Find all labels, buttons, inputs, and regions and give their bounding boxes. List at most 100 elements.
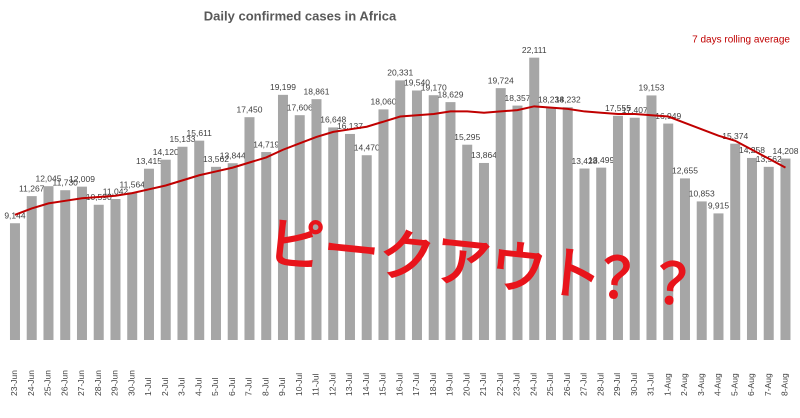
bar <box>596 167 607 340</box>
bar <box>411 90 422 340</box>
x-tick-label: 31-Jul <box>646 373 656 396</box>
bar <box>545 107 556 340</box>
bar <box>43 186 54 340</box>
bar <box>378 109 389 340</box>
data-label: 12,009 <box>69 174 95 184</box>
x-tick-label: 26-Jun <box>59 370 69 396</box>
data-label: 22,111 <box>522 45 547 55</box>
x-tick-label: 5-Jul <box>210 377 220 396</box>
bar <box>177 146 188 340</box>
bar <box>127 192 138 340</box>
x-tick-label: 15-Jul <box>378 373 388 396</box>
x-tick-label: 24-Jun <box>26 370 36 396</box>
bar <box>160 159 171 340</box>
x-tick-label: 17-Jul <box>411 373 421 396</box>
data-label: 11,730 <box>53 177 79 187</box>
data-label: 17,606 <box>287 102 313 112</box>
x-tick-label: 8-Aug <box>780 373 790 396</box>
x-tick-label: 26-Jul <box>562 373 572 396</box>
data-label: 15,133 <box>169 134 195 144</box>
x-tick-label: 30-Jul <box>629 373 639 396</box>
x-tick-label: 28-Jun <box>93 370 103 396</box>
x-tick-label: 23-Jul <box>512 373 522 396</box>
chart-title: Daily confirmed cases in Africa <box>204 8 397 23</box>
x-tick-label: 23-Jun <box>9 370 19 396</box>
data-label: 13,428 <box>571 156 597 166</box>
bar <box>194 140 205 340</box>
bar <box>562 107 573 341</box>
data-label: 18,629 <box>437 89 463 99</box>
data-label: 19,540 <box>404 78 430 88</box>
bar <box>311 99 322 340</box>
data-label: 12,655 <box>672 166 698 176</box>
x-tick-label: 3-Aug <box>696 373 706 396</box>
x-tick-label: 6-Jul <box>227 377 237 396</box>
bar <box>361 155 372 340</box>
bar <box>277 94 288 340</box>
x-tick-label: 13-Jul <box>344 373 354 396</box>
x-tick-label: 6-Aug <box>746 373 756 396</box>
bar <box>93 204 104 340</box>
bar <box>428 95 439 341</box>
x-tick-label: 29-Jun <box>110 370 120 396</box>
data-label: 17,555 <box>605 103 631 113</box>
x-tick-label: 4-Aug <box>713 373 723 396</box>
data-label: 17,407 <box>622 105 648 115</box>
x-tick-label: 21-Jul <box>478 373 488 396</box>
bar <box>328 127 339 340</box>
bar <box>512 105 523 340</box>
bar <box>210 166 221 340</box>
bar <box>227 163 238 340</box>
data-label: 18,232 <box>555 94 581 104</box>
data-label: 18,060 <box>370 97 396 107</box>
bar <box>646 95 657 340</box>
data-label: 18,234 <box>538 94 564 104</box>
rolling-average-line <box>14 105 786 216</box>
x-tick-label: 12-Jul <box>327 373 337 396</box>
x-tick-label: 27-Jun <box>76 370 86 396</box>
data-label: 15,295 <box>454 132 480 142</box>
bar <box>713 213 724 340</box>
bar <box>395 80 406 341</box>
data-label: 18,357 <box>504 93 530 103</box>
x-tick-label: 20-Jul <box>461 373 471 396</box>
x-tick-label: 29-Jul <box>612 373 622 396</box>
data-label: 16,137 <box>337 121 363 131</box>
bar <box>478 162 489 340</box>
x-tick-label: 7-Aug <box>763 373 773 396</box>
bar <box>730 143 741 340</box>
data-label: 13,499 <box>588 155 614 165</box>
bar <box>679 178 690 340</box>
bar <box>612 115 623 340</box>
x-tick-label: 10-Jul <box>294 373 304 396</box>
data-label: 13,562 <box>203 154 229 164</box>
x-tick-label: 5-Aug <box>729 373 739 396</box>
data-label: 18,861 <box>303 86 329 96</box>
data-label: 15,611 <box>187 128 213 138</box>
bar <box>579 168 590 340</box>
bar <box>629 117 640 340</box>
bar <box>76 186 87 340</box>
x-tick-label: 19-Jul <box>445 373 455 396</box>
data-label: 14,470 <box>354 142 380 152</box>
data-label: 9,915 <box>708 201 730 211</box>
bar <box>462 144 473 340</box>
x-tick-label: 9-Jul <box>277 377 287 396</box>
bar <box>495 88 506 340</box>
legend-entry: 7 days rolling average <box>692 35 790 46</box>
bar <box>529 57 540 340</box>
x-tick-label: 11-Jul <box>311 373 321 396</box>
bar <box>143 168 154 340</box>
x-tick-label: 28-Jul <box>595 373 605 396</box>
data-label: 14,208 <box>772 146 798 156</box>
bar <box>445 102 456 340</box>
x-tick-label: 24-Jul <box>528 373 538 396</box>
bar <box>294 115 305 340</box>
x-tick-label: 4-Jul <box>193 377 203 396</box>
data-label: 19,170 <box>421 82 447 92</box>
data-label: 19,724 <box>488 75 514 85</box>
bar <box>780 158 791 340</box>
x-tick-label: 27-Jul <box>579 373 589 396</box>
bar <box>763 166 774 340</box>
